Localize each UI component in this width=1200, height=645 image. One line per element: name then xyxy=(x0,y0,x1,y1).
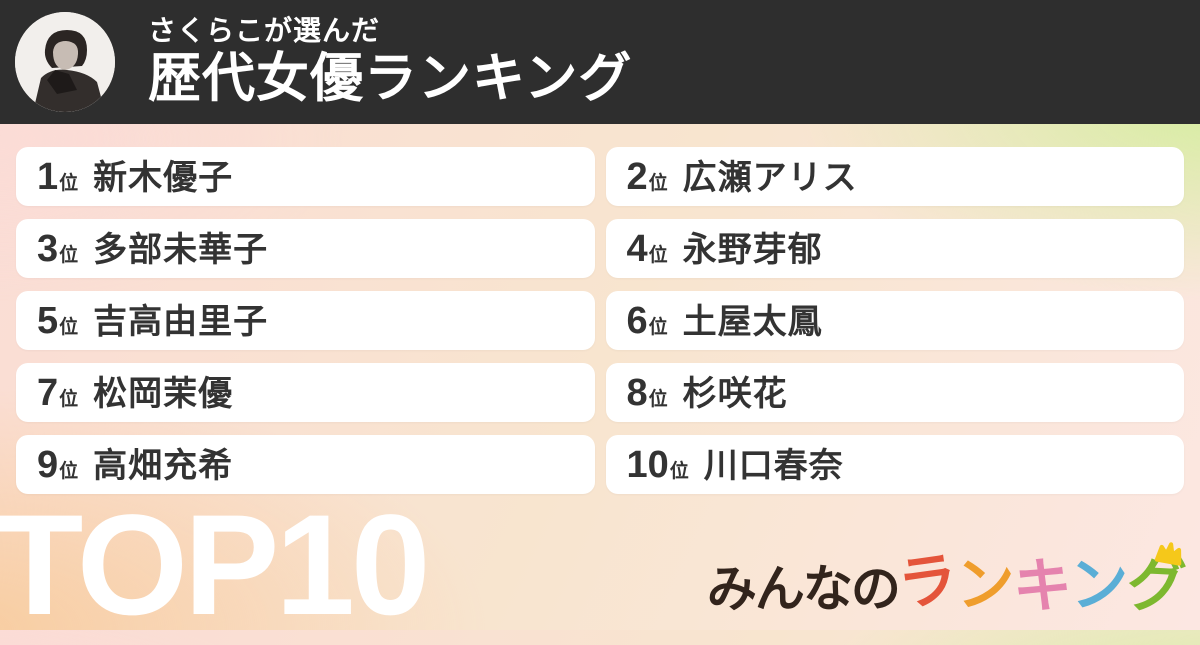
rank-number: 6 xyxy=(626,299,648,342)
ranking-item-content: 8 位杉咲花 xyxy=(627,374,788,412)
actor-name: 永野芽郁 xyxy=(682,230,823,269)
logo-char-n2: ン xyxy=(1067,549,1130,619)
rank-suffix: 位 xyxy=(648,244,668,266)
actor-name: 松岡茉優 xyxy=(93,374,234,413)
logo-char-ki: キ xyxy=(1010,551,1073,621)
rank-suffix: 位 xyxy=(59,244,79,266)
rank-suffix: 位 xyxy=(59,316,79,338)
ranking-item-3: 3 位多部未華子 xyxy=(16,219,595,278)
rank-number: 4 xyxy=(626,227,648,270)
ranking-item-content: 10 位川口春奈 xyxy=(627,446,844,484)
actor-name: 高畑充希 xyxy=(93,446,234,485)
ranking-item-5: 5 位吉高由里子 xyxy=(16,291,595,350)
ranking-item-8: 8 位杉咲花 xyxy=(605,363,1184,422)
rank-suffix: 位 xyxy=(59,460,79,482)
actor-name: 広瀬アリス xyxy=(682,158,858,197)
ranking-item-10: 10 位川口春奈 xyxy=(605,435,1184,494)
ranking-item-6: 6 位土屋太鳳 xyxy=(605,291,1184,350)
rank-number: 7 xyxy=(37,371,59,414)
header-bar: さくらこが選んだ 歴代女優ランキング xyxy=(0,0,1200,124)
rank-suffix: 位 xyxy=(648,172,668,194)
rank-suffix: 位 xyxy=(648,316,668,338)
actor-name: 川口春奈 xyxy=(703,446,844,485)
avatar-photo-icon xyxy=(15,12,115,112)
ranking-author-subtitle: さくらこが選んだ xyxy=(148,15,381,47)
rank-suffix: 位 xyxy=(669,460,689,482)
avatar xyxy=(15,12,115,112)
logo-char-ra: ラ xyxy=(893,545,960,619)
ranking-item-9: 9 位高畑充希 xyxy=(16,435,595,494)
ranking-item-content: 2 位広瀬アリス xyxy=(627,158,858,196)
minna-no-ranking-logo: みんなのランキング xyxy=(706,542,1186,621)
ranking-item-7: 7 位松岡茉優 xyxy=(16,363,595,422)
rank-number: 2 xyxy=(626,155,648,198)
logo-prefix-text: みんなの xyxy=(706,561,901,617)
actor-name: 新木優子 xyxy=(93,158,234,197)
crown-icon xyxy=(1151,538,1188,568)
rank-number: 10 xyxy=(626,443,669,486)
page-title: 歴代女優ランキング xyxy=(148,49,633,109)
ranking-item-content: 9 位高畑充希 xyxy=(37,446,233,484)
logo-char-n1: ン xyxy=(954,549,1015,619)
ranking-item-1: 1 位新木優子 xyxy=(16,147,595,206)
ranking-item-content: 3 位多部未華子 xyxy=(37,230,268,268)
actor-name: 吉高由里子 xyxy=(93,302,269,341)
rank-number: 8 xyxy=(626,371,648,414)
rank-number: 1 xyxy=(37,155,59,198)
rank-number: 5 xyxy=(37,299,59,342)
ranking-item-content: 1 位新木優子 xyxy=(37,158,233,196)
ranking-item-2: 2 位広瀬アリス xyxy=(605,147,1184,206)
ranking-item-content: 5 位吉高由里子 xyxy=(37,302,268,340)
ranking-item-content: 4 位永野芽郁 xyxy=(627,230,823,268)
rank-number: 3 xyxy=(37,227,59,270)
rank-suffix: 位 xyxy=(648,388,668,410)
rank-number: 9 xyxy=(37,443,59,486)
ranking-item-content: 6 位土屋太鳳 xyxy=(627,302,823,340)
actor-name: 土屋太鳳 xyxy=(682,302,823,341)
actor-name: 多部未華子 xyxy=(93,230,269,269)
actor-name: 杉咲花 xyxy=(682,374,788,413)
top10-watermark: TOP10 xyxy=(0,486,430,645)
header-text-block: さくらこが選んだ 歴代女優ランキング xyxy=(148,0,632,124)
ranking-item-4: 4 位永野芽郁 xyxy=(605,219,1184,278)
rank-suffix: 位 xyxy=(59,388,79,410)
ranking-item-content: 7 位松岡茉優 xyxy=(37,374,233,412)
rank-suffix: 位 xyxy=(59,172,79,194)
